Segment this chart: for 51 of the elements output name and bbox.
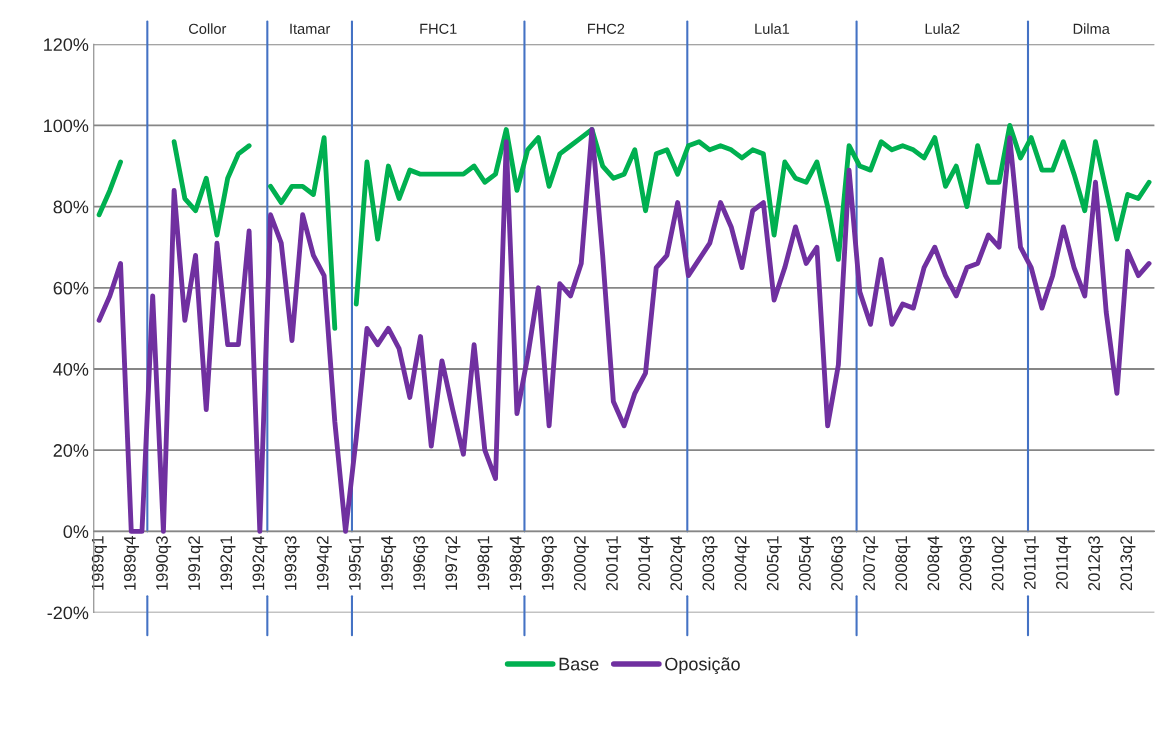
x-tick-label: 2002q4: [670, 536, 686, 591]
x-tick-label: 2013q2: [1120, 536, 1136, 591]
text: Itamar: [290, 23, 331, 34]
x-tick-label: 2005q4: [798, 536, 814, 591]
x-tick-label: 1995q1: [348, 536, 365, 590]
x-tick-label: 1996q3: [413, 536, 429, 590]
x-tick-label: 1992q1: [220, 536, 236, 590]
legend-label: Base: [559, 657, 599, 671]
text: FHC1: [420, 23, 457, 34]
x-tick-label: 2008q1: [895, 536, 911, 591]
x-tick-label: 2003q3: [702, 536, 718, 591]
x-tick-label: 2011q1: [1023, 536, 1039, 590]
x-tick-label: 1997q2: [445, 536, 461, 590]
x-tick-label: 1994q2: [316, 536, 332, 590]
y-tick-label: -20%: [47, 606, 89, 620]
x-tick-label: 1992q4: [252, 536, 268, 590]
text: Dilma: [1073, 23, 1110, 34]
legend-label: Oposição: [665, 657, 740, 675]
x-tick-label: 2001q1: [606, 536, 622, 591]
x-tick-label: 2010q2: [991, 536, 1007, 591]
x-tick-label: 2012q3: [1088, 536, 1104, 591]
y-tick-label: 120%: [44, 38, 89, 51]
x-tick-label: 2005q1: [766, 536, 782, 591]
x-tick-label: 2011q4: [1056, 536, 1072, 590]
text: Lula1: [755, 23, 790, 34]
x-tick-label: 2006q3: [831, 536, 847, 591]
x-tick-label: 1998q1: [477, 536, 493, 590]
text: Lula2: [925, 23, 960, 34]
x-tick-label: 1999q3: [541, 536, 557, 590]
x-tick-label: 1991q2: [188, 536, 204, 590]
x-tick-label: 1990q3: [156, 536, 172, 590]
x-tick-label: 2004q2: [734, 536, 750, 591]
y-tick-label: 0%: [63, 525, 89, 539]
line-series: [96, 127, 1152, 534]
x-tick-label: 1989q4: [123, 536, 140, 590]
x-tick-label: 1995q4: [381, 536, 397, 590]
y-tick-label: 20%: [53, 444, 89, 457]
y-tick-label: 40%: [53, 362, 89, 376]
text: Collor: [189, 23, 227, 34]
x-tick-label: 2000q2: [573, 536, 589, 591]
text: FHC2: [588, 23, 625, 34]
x-tick-label: 1989q1: [91, 536, 107, 590]
y-tick-label: 80%: [53, 200, 89, 214]
x-tick-label: 2007q2: [863, 536, 879, 591]
x-tick-label: 1993q3: [284, 536, 300, 590]
x-tick-label: 2008q4: [927, 536, 943, 591]
x-tick-label: 1998q4: [509, 536, 525, 590]
x-tick-label: 2001q4: [638, 536, 654, 591]
y-tick-label: 60%: [53, 281, 89, 295]
y-tick-label: 100%: [44, 119, 89, 133]
x-tick-label: 2009q3: [959, 536, 975, 591]
